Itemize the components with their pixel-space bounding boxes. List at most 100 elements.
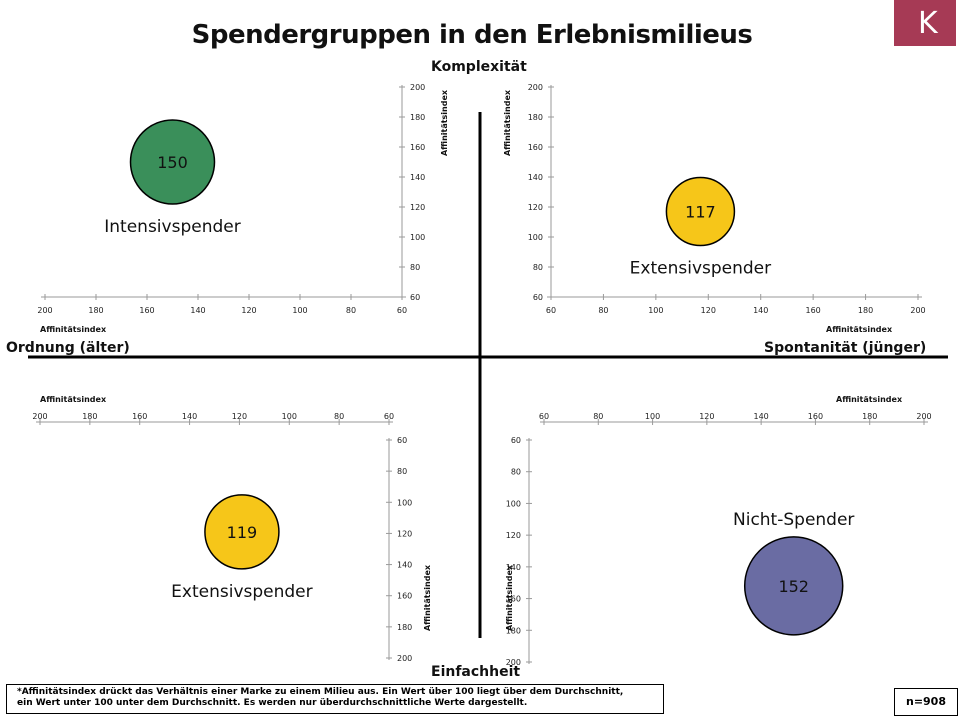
bubble-value-label: 150: [157, 153, 188, 172]
x-tick-label: 120: [699, 412, 714, 421]
axis-top-label: Komplexität: [431, 59, 527, 75]
x-tick-label: 180: [858, 306, 873, 315]
harmoniemilieu-label: Harmoniemilieu: [208, 370, 326, 385]
y-tick-label: 200: [397, 654, 412, 663]
brand-logo: K: [894, 0, 956, 46]
x-tick-label: 180: [82, 412, 97, 421]
y-tick-label: 100: [528, 233, 543, 242]
y-tick-label: 160: [410, 143, 425, 152]
y-tick-label: 60: [533, 293, 543, 302]
y-tick-label: 200: [528, 83, 543, 92]
x-tick-label: 120: [232, 412, 247, 421]
y-axis-title: Affinitätsindex: [503, 89, 512, 156]
y-tick-label: 80: [533, 263, 543, 272]
x-tick-label: 160: [808, 412, 823, 421]
x-axis-title: Affinitätsindex: [40, 395, 107, 404]
x-tick-label: 200: [32, 412, 47, 421]
x-tick-label: 60: [539, 412, 549, 421]
y-tick-label: 100: [397, 498, 412, 507]
footnote: *Affinitätsindex drückt das Verhältnis e…: [6, 684, 664, 714]
x-tick-label: 60: [546, 306, 556, 315]
niveaumilieu-label: Niveaumilieu: [189, 67, 286, 82]
y-tick-label: 140: [410, 173, 425, 182]
x-tick-label: 140: [182, 412, 197, 421]
axis-left-label: Ordnung (älter): [6, 340, 130, 356]
y-tick-label: 120: [506, 531, 521, 540]
selbstverwirklichungsmilieu-label: Selbstverwirklichungsmilieu: [636, 65, 845, 80]
y-tick-label: 140: [397, 561, 412, 570]
footnote-line-1: *Affinitätsindex drückt das Verhältnis e…: [17, 687, 624, 697]
y-axis-title: Affinitätsindex: [505, 564, 514, 631]
y-tick-label: 140: [528, 173, 543, 182]
bubble-category-label: Extensivspender: [630, 259, 771, 279]
x-tick-label: 80: [593, 412, 603, 421]
x-tick-label: 120: [701, 306, 716, 315]
x-tick-label: 200: [916, 412, 931, 421]
x-tick-label: 200: [37, 306, 52, 315]
bubble-category-label: Intensivspender: [104, 217, 240, 237]
x-tick-label: 100: [648, 306, 663, 315]
bubble-point: [204, 494, 280, 570]
y-tick-label: 80: [410, 263, 420, 272]
x-tick-label: 160: [139, 306, 154, 315]
logo-letter: K: [918, 6, 938, 41]
y-tick-label: 60: [410, 293, 420, 302]
y-tick-label: 140: [506, 563, 521, 572]
y-tick-label: 160: [506, 595, 521, 604]
x-tick-label: 140: [754, 412, 769, 421]
x-tick-label: 120: [241, 306, 256, 315]
x-tick-label: 140: [190, 306, 205, 315]
y-tick-label: 180: [410, 113, 425, 122]
sample-size-badge: n=908: [894, 688, 958, 716]
y-tick-label: 180: [528, 113, 543, 122]
y-axis-title: Affinitätsindex: [440, 89, 449, 156]
x-tick-label: 100: [292, 306, 307, 315]
x-tick-label: 200: [910, 306, 925, 315]
x-tick-label: 160: [132, 412, 147, 421]
bubble-point: [129, 119, 216, 205]
y-tick-label: 120: [397, 529, 412, 538]
unterhaltungsmilieu-label: Unterhaltungsmilieu: [661, 370, 813, 385]
x-tick-label: 80: [334, 412, 344, 421]
axis-bottom-label: Einfachheit: [431, 664, 521, 680]
x-tick-label: 80: [346, 306, 356, 315]
y-tick-label: 200: [506, 658, 521, 667]
x-tick-label: 100: [645, 412, 660, 421]
bubble-value-label: 152: [778, 577, 809, 596]
y-tick-label: 200: [410, 83, 425, 92]
y-tick-label: 60: [397, 436, 407, 445]
bubble-point: [665, 176, 736, 247]
y-tick-label: 120: [528, 203, 543, 212]
x-tick-label: 80: [598, 306, 608, 315]
x-tick-label: 180: [88, 306, 103, 315]
bubble-value-label: 119: [227, 523, 258, 542]
y-tick-label: 180: [506, 626, 521, 635]
x-axis-title: Affinitätsindex: [836, 395, 903, 404]
axis-right-label: Spontanität (jünger): [764, 340, 927, 356]
bubble-point: [743, 536, 844, 636]
bubble-category-label: Extensivspender: [171, 582, 312, 602]
y-axis-title: Affinitätsindex: [423, 564, 432, 631]
y-tick-label: 100: [506, 499, 521, 508]
y-tick-label: 120: [410, 203, 425, 212]
y-tick-label: 80: [397, 467, 407, 476]
y-tick-label: 60: [511, 436, 521, 445]
bubble-category-label: Nicht-Spender: [733, 510, 854, 530]
y-tick-label: 160: [528, 143, 543, 152]
footnote-line-2: ein Wert unter 100 unter dem Durchschnit…: [17, 698, 528, 708]
x-tick-label: 100: [282, 412, 297, 421]
y-tick-label: 180: [397, 623, 412, 632]
x-tick-label: 60: [384, 412, 394, 421]
y-tick-label: 160: [397, 592, 412, 601]
y-tick-label: 80: [511, 468, 521, 477]
x-axis-title: Affinitätsindex: [40, 325, 107, 334]
x-tick-label: 180: [862, 412, 877, 421]
x-axis-title: Affinitätsindex: [826, 325, 893, 334]
x-tick-label: 140: [753, 306, 768, 315]
bubble-value-label: 117: [685, 203, 716, 222]
y-tick-label: 100: [410, 233, 425, 242]
x-tick-label: 160: [806, 306, 821, 315]
x-tick-label: 60: [397, 306, 407, 315]
page-title: Spendergruppen in den Erlebnismilieus: [191, 20, 753, 50]
